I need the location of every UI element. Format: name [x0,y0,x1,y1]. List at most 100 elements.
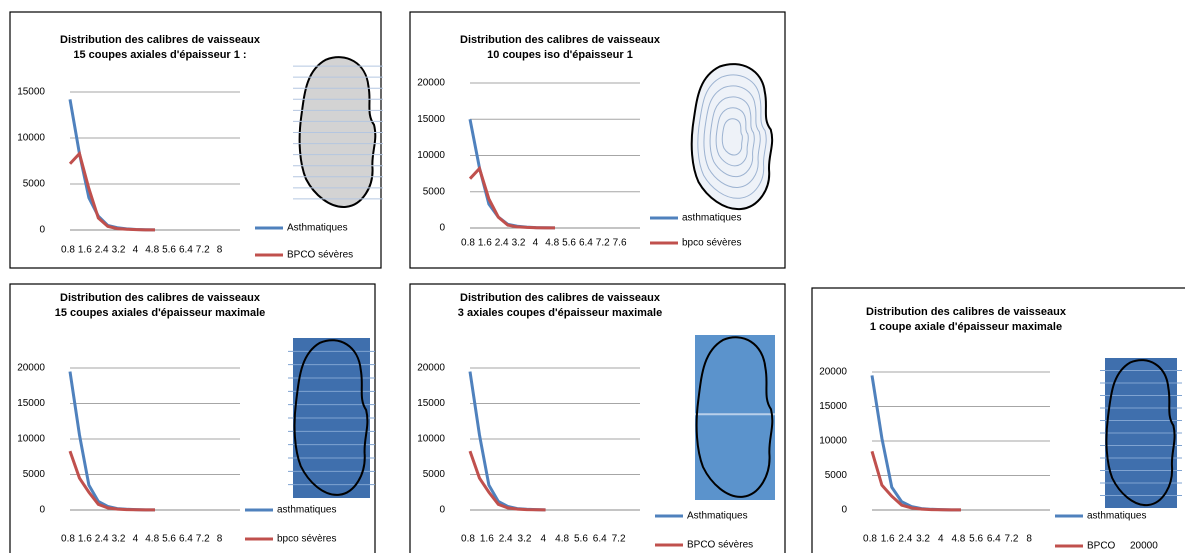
chart-title: Distribution des calibres de vaisseaux [866,306,1067,318]
annotation: 20000 [1130,541,1158,552]
x-tick-label: 6.4 [593,534,607,545]
lung-image [288,338,375,498]
x-tick-label: 1.6 [881,534,895,545]
chart-title: Distribution des calibres de vaisseaux [460,292,661,304]
x-tick-label: 8 [217,245,223,256]
y-tick-label: 10000 [417,434,445,445]
x-tick-label: 7.2 [596,238,610,249]
legend-label: BPCO [1087,541,1116,552]
y-tick-label: 15000 [17,398,45,409]
x-tick-label: 2.4 [898,534,912,545]
x-tick-label: 3.2 [112,534,126,545]
x-tick-label: 4 [541,534,547,545]
y-tick-label: 20000 [417,363,445,374]
x-tick-label: 2.4 [95,245,109,256]
chart-title: Distribution des calibres de vaisseaux [60,34,261,46]
y-tick-label: 20000 [17,363,45,374]
x-tick-label: 6.4 [179,534,193,545]
x-tick-label: 6.4 [987,534,1001,545]
x-tick-label: 0.8 [461,238,475,249]
lung-image [1100,358,1182,508]
y-tick-label: 10000 [819,436,847,447]
legend-label: BPCO sévères [287,250,353,261]
line-series [70,372,155,510]
x-tick-label: 5.6 [969,534,983,545]
y-tick-label: 5000 [23,469,46,480]
y-tick-label: 0 [841,505,847,516]
lung-image [293,57,383,207]
y-tick-label: 15000 [17,87,45,98]
chart-subtitle: 15 coupes axiales d'épaisseur maximale [55,307,266,319]
chart-subtitle: 10 coupes iso d'épaisseur 1 [487,49,633,61]
x-tick-label: 2.4 [95,534,109,545]
legend-label: Asthmatiques [287,223,348,234]
legend-label: Asthmatiques [687,511,748,522]
y-tick-label: 5000 [423,469,446,480]
legend-label: BPCO sévères [687,540,753,551]
y-tick-label: 15000 [417,114,445,125]
y-tick-label: 15000 [417,398,445,409]
x-tick-label: 4 [133,245,139,256]
line-series [470,372,546,510]
y-tick-label: 5000 [423,186,446,197]
x-tick-label: 1.6 [78,534,92,545]
line-series [470,451,546,510]
x-tick-label: 4 [133,534,139,545]
x-tick-label: 0.8 [61,534,75,545]
legend-label: bpco sévères [682,238,741,249]
x-tick-label: 6.4 [579,238,593,249]
y-tick-label: 5000 [23,179,46,190]
x-tick-label: 5.6 [562,238,576,249]
chart-subtitle: 15 coupes axiales d'épaisseur 1 : [73,49,246,61]
x-tick-label: 0.8 [863,534,877,545]
x-tick-label: 4 [938,534,944,545]
x-tick-label: 3.2 [916,534,930,545]
x-tick-label: 4.8 [145,245,159,256]
x-tick-label: 2.4 [495,238,509,249]
y-tick-label: 10000 [17,434,45,445]
y-tick-label: 10000 [17,133,45,144]
y-tick-label: 0 [439,223,445,234]
x-tick-label: 1.6 [478,238,492,249]
x-tick-label: 4.8 [951,534,965,545]
x-tick-label: 4.8 [555,534,569,545]
x-tick-label: 3.2 [512,238,526,249]
line-series [470,119,555,228]
x-tick-label: 7.2 [196,534,210,545]
y-tick-label: 20000 [819,367,847,378]
chart-subtitle: 3 axiales coupes d'épaisseur maximale [458,307,662,319]
y-tick-label: 5000 [825,470,848,481]
y-tick-label: 0 [39,505,45,516]
x-tick-label: 8 [217,534,223,545]
y-tick-label: 10000 [417,150,445,161]
x-tick-label: 0.8 [461,534,475,545]
x-tick-label: 5.6 [162,534,176,545]
x-tick-label: 6.4 [179,245,193,256]
x-tick-label: 5.6 [162,245,176,256]
line-series [70,154,155,230]
x-tick-label: 7.2 [196,245,210,256]
y-tick-label: 15000 [819,401,847,412]
chart-title: Distribution des calibres de vaisseaux [460,34,661,46]
x-tick-label: 7.6 [613,238,627,249]
y-tick-label: 0 [439,505,445,516]
x-tick-label: 3.2 [518,534,532,545]
x-tick-label: 0.8 [61,245,75,256]
x-tick-label: 7.2 [612,534,626,545]
y-tick-label: 0 [39,225,45,236]
chart-subtitle: 1 coupe axiale d'épaisseur maximale [870,321,1062,333]
legend-label: asthmatiques [277,505,336,516]
x-tick-label: 4.8 [545,238,559,249]
x-tick-label: 8 [1026,534,1032,545]
x-tick-label: 1.6 [78,245,92,256]
x-tick-label: 3.2 [112,245,126,256]
x-tick-label: 2.4 [499,534,513,545]
lung-image [692,64,772,209]
x-tick-label: 7.2 [1005,534,1019,545]
lung-image [695,335,775,500]
line-series [470,169,555,228]
x-tick-label: 5.6 [574,534,588,545]
figure: Distribution des calibres de vaisseaux 15… [0,0,1185,553]
legend-label: asthmatiques [1087,511,1146,522]
legend-label: asthmatiques [682,213,741,224]
